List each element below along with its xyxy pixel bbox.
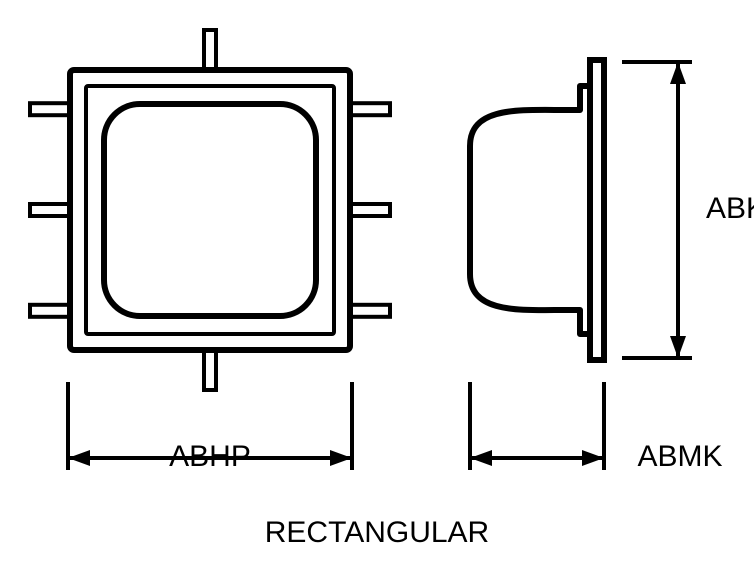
- package-recess: [104, 104, 316, 316]
- side-body: [470, 86, 590, 334]
- dim-label: ABHP: [169, 440, 251, 473]
- dim-label: ABMK: [637, 440, 722, 473]
- dim-label: ABKW: [706, 192, 754, 225]
- diagram-title: RECTANGULAR: [265, 516, 489, 549]
